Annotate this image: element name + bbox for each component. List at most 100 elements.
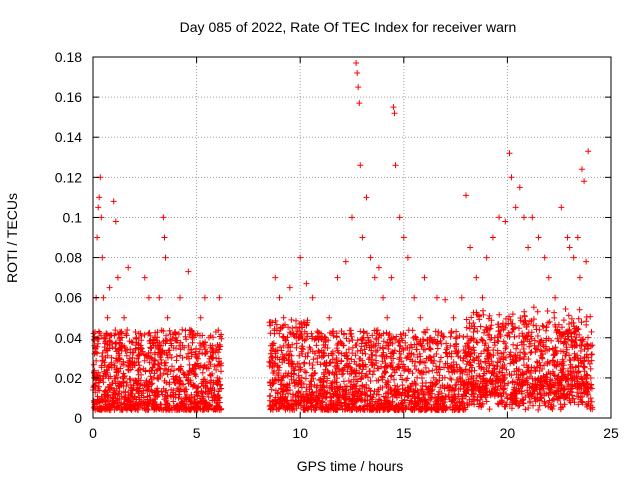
data-point <box>98 214 105 221</box>
data-point <box>434 294 440 301</box>
data-point <box>392 162 399 169</box>
y-tick-label: 0.06 <box>55 290 82 306</box>
data-point <box>349 214 355 221</box>
data-point <box>286 284 293 291</box>
data-point <box>489 234 496 241</box>
data-point <box>101 334 108 341</box>
x-tick-label: 0 <box>89 425 97 441</box>
data-point <box>214 374 221 381</box>
data-point <box>552 294 559 301</box>
data-point <box>371 274 378 281</box>
data-point <box>104 314 111 321</box>
x-axis-label: GPS time / hours <box>297 458 404 474</box>
data-point <box>114 274 121 281</box>
data-point <box>388 274 395 281</box>
data-point <box>442 296 449 303</box>
data-point <box>357 162 364 169</box>
data-point <box>400 234 407 241</box>
data-point <box>342 258 349 265</box>
data-point <box>502 218 509 225</box>
data-point <box>525 244 532 251</box>
data-point <box>141 274 148 281</box>
x-tick-label: 20 <box>500 425 516 441</box>
data-point <box>564 234 571 241</box>
data-point <box>396 214 403 221</box>
data-points <box>90 60 596 413</box>
data-point <box>483 254 490 261</box>
data-point <box>96 194 103 201</box>
data-point <box>570 254 577 261</box>
data-point <box>272 274 279 281</box>
data-point <box>355 84 362 91</box>
data-point <box>317 334 324 341</box>
data-point <box>367 254 374 261</box>
data-point <box>356 100 363 107</box>
data-point <box>197 314 204 321</box>
data-point <box>148 354 154 361</box>
data-point <box>303 280 310 287</box>
data-point <box>411 294 418 301</box>
data-point <box>375 264 382 271</box>
data-point <box>467 244 474 251</box>
data-point <box>363 194 370 201</box>
data-point <box>145 294 152 301</box>
data-point <box>152 334 159 341</box>
data-point <box>193 354 200 361</box>
data-point <box>137 344 144 351</box>
data-point <box>276 294 283 301</box>
data-point <box>160 214 167 221</box>
data-point <box>116 334 123 341</box>
data-point <box>463 192 469 199</box>
data-point <box>512 204 519 211</box>
x-tick-label: 10 <box>292 425 308 441</box>
y-tick-label: 0.12 <box>55 169 82 185</box>
data-point <box>125 264 132 271</box>
data-point <box>581 178 588 185</box>
data-point <box>297 254 304 261</box>
data-point <box>162 254 169 261</box>
data-point <box>106 284 113 291</box>
x-tick-label: 25 <box>603 425 619 441</box>
data-point <box>177 294 183 301</box>
data-point <box>583 258 590 265</box>
data-point <box>129 354 136 361</box>
y-tick-label: 0 <box>74 410 82 426</box>
data-point <box>458 294 465 301</box>
plot-frame <box>92 56 612 419</box>
data-point <box>156 294 163 301</box>
data-point <box>506 150 513 157</box>
data-point <box>164 314 171 321</box>
data-point <box>161 234 168 241</box>
data-point <box>102 354 109 361</box>
data-point <box>390 104 397 111</box>
data-point <box>391 110 398 117</box>
data-point <box>566 244 573 251</box>
data-point <box>201 294 208 301</box>
data-point <box>353 60 360 66</box>
data-point <box>508 174 515 181</box>
data-point <box>574 234 581 241</box>
data-point <box>516 184 523 191</box>
y-tick-label: 0.18 <box>55 49 82 65</box>
data-point <box>210 354 217 361</box>
data-point <box>545 274 552 281</box>
data-point <box>110 198 117 205</box>
data-point <box>181 344 188 351</box>
data-point <box>112 218 119 225</box>
y-tick-label: 0.16 <box>55 89 82 105</box>
data-point <box>473 274 480 281</box>
x-tick-label: 5 <box>193 425 201 441</box>
x-axis-ticks: 0 5 10 15 20 25 <box>89 57 619 441</box>
data-point <box>185 268 192 275</box>
data-point <box>496 214 503 221</box>
data-point <box>529 214 536 221</box>
data-point <box>108 354 115 361</box>
data-point <box>309 294 316 301</box>
y-tick-label: 0.04 <box>55 330 82 346</box>
data-point <box>521 214 527 221</box>
data-point <box>172 334 179 341</box>
data-point <box>576 274 583 281</box>
data-point <box>479 294 486 301</box>
data-point <box>450 314 457 321</box>
x-tick-label: 15 <box>396 425 412 441</box>
